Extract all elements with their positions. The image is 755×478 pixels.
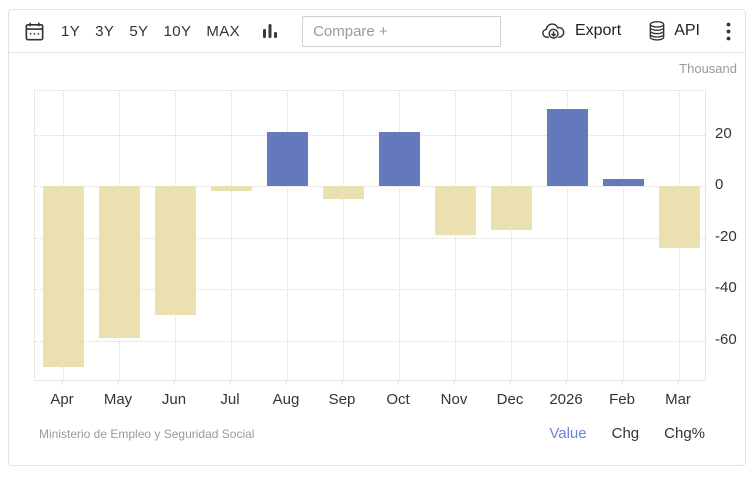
- y-axis-label: -60: [715, 330, 737, 348]
- compare-input[interactable]: [302, 15, 502, 47]
- calendar-icon[interactable]: [23, 20, 46, 43]
- bar-dec[interactable]: [490, 186, 532, 231]
- x-axis-tick: [566, 381, 567, 385]
- bar-jul[interactable]: [210, 186, 252, 192]
- x-axis-label: Oct: [386, 391, 410, 408]
- x-axis-tick: [398, 381, 399, 385]
- x-gridline: [343, 91, 344, 380]
- y-gridline: [35, 340, 705, 342]
- chg-pct-link[interactable]: Chg%: [664, 425, 705, 442]
- bar-nov[interactable]: [434, 186, 476, 236]
- y-axis-label: 20: [715, 124, 732, 142]
- bar-apr[interactable]: [42, 186, 84, 367]
- x-axis-label: Aug: [272, 391, 300, 408]
- x-axis-tick: [62, 381, 63, 385]
- toolbar: 1Y 3Y 5Y 10Y MAX Export: [9, 10, 745, 53]
- export-label: Export: [574, 22, 622, 39]
- x-gridline: [231, 91, 232, 380]
- x-gridline: [287, 91, 288, 380]
- x-axis-label: May: [103, 391, 133, 408]
- y-axis-unit-label: Thousand: [679, 61, 737, 76]
- y-gridline: [35, 186, 705, 188]
- bar-aug[interactable]: [266, 132, 308, 187]
- source-attribution: Ministerio de Empleo y Seguridad Social: [39, 427, 255, 441]
- range-button-3y[interactable]: 3Y: [95, 22, 115, 40]
- x-axis-tick: [174, 381, 175, 385]
- x-axis-label: Jul: [220, 391, 240, 408]
- plot-area: [34, 90, 706, 381]
- footer-links: Value Chg Chg%: [549, 425, 705, 442]
- kebab-menu-icon[interactable]: [726, 22, 731, 41]
- bar-may[interactable]: [98, 186, 140, 339]
- x-axis-tick: [342, 381, 343, 385]
- x-axis-label: Apr: [50, 391, 74, 408]
- y-gridline: [35, 237, 705, 239]
- chart-canvas: Thousand Ministerio de Empleo y Segurida…: [9, 53, 745, 465]
- x-gridline: [567, 91, 568, 380]
- x-axis-tick: [510, 381, 511, 385]
- chg-link[interactable]: Chg: [611, 425, 640, 442]
- y-gridline: [35, 289, 705, 291]
- range-button-5y[interactable]: 5Y: [129, 22, 149, 40]
- bar-jun[interactable]: [154, 186, 196, 316]
- x-axis-tick: [454, 381, 455, 385]
- api-button[interactable]: API: [647, 20, 700, 42]
- range-button-10y[interactable]: 10Y: [163, 22, 192, 40]
- bar-oct[interactable]: [378, 132, 420, 187]
- bar-chart-icon[interactable]: [260, 21, 280, 41]
- y-axis-label: -20: [715, 227, 737, 245]
- x-axis-tick: [622, 381, 623, 385]
- bar-2026[interactable]: [546, 109, 588, 187]
- bar-mar[interactable]: [658, 186, 700, 249]
- x-axis-tick: [230, 381, 231, 385]
- x-gridline: [511, 91, 512, 380]
- x-axis-label: 2026: [549, 391, 583, 408]
- x-axis-label: Dec: [496, 391, 524, 408]
- y-gridline: [35, 134, 705, 136]
- export-button[interactable]: Export: [541, 21, 621, 42]
- range-button-max[interactable]: MAX: [206, 22, 241, 40]
- x-gridline: [623, 91, 624, 380]
- api-label: API: [674, 22, 700, 39]
- y-axis-label: 0: [715, 176, 724, 194]
- cloud-download-icon: [541, 21, 568, 42]
- x-axis-label: Sep: [328, 391, 356, 408]
- x-gridline: [455, 91, 456, 380]
- x-axis-tick: [118, 381, 119, 385]
- bar-sep[interactable]: [322, 186, 364, 200]
- x-axis-label: Mar: [665, 391, 691, 408]
- x-axis-label: Feb: [609, 391, 635, 408]
- range-button-1y[interactable]: 1Y: [61, 22, 81, 40]
- x-axis-tick: [286, 381, 287, 385]
- x-axis-tick: [678, 381, 679, 385]
- y-axis-label: -40: [715, 279, 737, 297]
- value-link[interactable]: Value: [549, 425, 587, 442]
- x-gridline: [399, 91, 400, 380]
- bar-feb[interactable]: [602, 178, 644, 187]
- database-icon: [647, 20, 667, 42]
- x-axis-label: Nov: [440, 391, 468, 408]
- chart-widget: 1Y 3Y 5Y 10Y MAX Export: [8, 9, 746, 466]
- x-axis-label: Jun: [161, 391, 187, 408]
